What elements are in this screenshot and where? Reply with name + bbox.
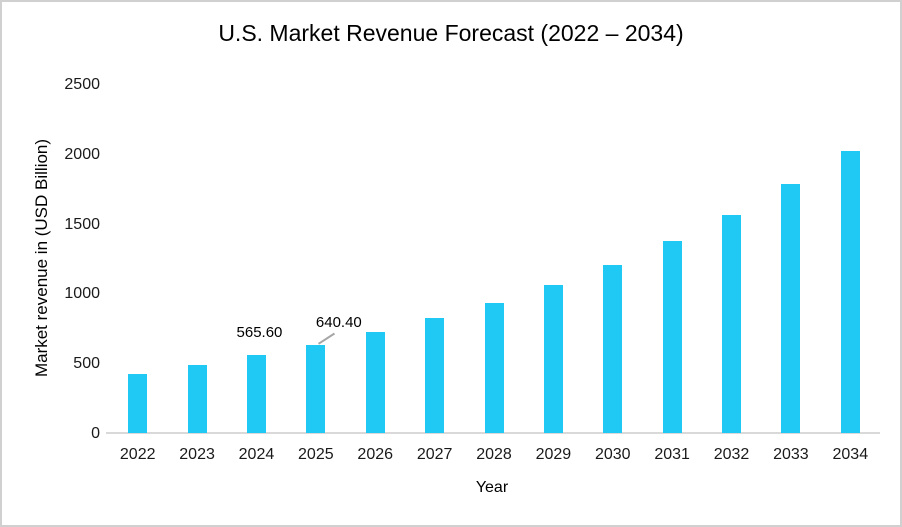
x-tick-label: 2028 [476, 446, 512, 463]
y-tick-label: 500 [73, 355, 100, 373]
data-label-leader-line [317, 332, 335, 345]
x-tick-label: 2022 [119, 446, 156, 463]
x-axis-line [106, 432, 880, 434]
x-tick-label: 2024 [238, 446, 275, 463]
x-tick-label: 2030 [594, 446, 631, 463]
x-tick-label: 2029 [535, 446, 572, 463]
bar-2026 [365, 332, 385, 433]
bar-2032 [722, 214, 742, 433]
y-axis-title: Market revenue in (USD Billion) [32, 138, 51, 378]
y-tick-label: 1000 [64, 285, 100, 303]
x-axis-title: Year [475, 479, 509, 496]
x-tick-label: 2027 [416, 446, 453, 463]
bar-2028 [484, 303, 504, 433]
bar-2029 [543, 285, 563, 433]
bar-2025 [306, 344, 326, 433]
x-tick-label: 2034 [832, 446, 869, 463]
y-tick-label: 1500 [64, 215, 100, 233]
data-label-2024: 565.60 [236, 324, 283, 342]
x-tick-label: 2032 [713, 446, 750, 463]
x-tick-label: 2023 [179, 446, 215, 463]
x-tick-label: 2031 [654, 446, 690, 463]
y-tick-label: 0 [91, 425, 100, 442]
y-tick-label: 2000 [64, 145, 100, 163]
bar-2031 [662, 240, 682, 433]
chart-title: U.S. Market Revenue Forecast (2022 – 203… [218, 20, 684, 46]
data-label-2025: 640.40 [315, 313, 362, 331]
bar-2023 [187, 364, 207, 433]
bar-2034 [840, 150, 860, 433]
bar-2024 [246, 355, 266, 433]
bar-2022 [128, 373, 148, 433]
x-tick-label: 2026 [357, 446, 394, 463]
y-tick-label: 2500 [64, 76, 100, 93]
x-tick-label: 2033 [773, 446, 809, 463]
bar-2033 [781, 184, 801, 433]
x-tick-label: 2025 [298, 446, 334, 463]
bar-2030 [603, 265, 623, 433]
bar-2027 [425, 318, 445, 433]
